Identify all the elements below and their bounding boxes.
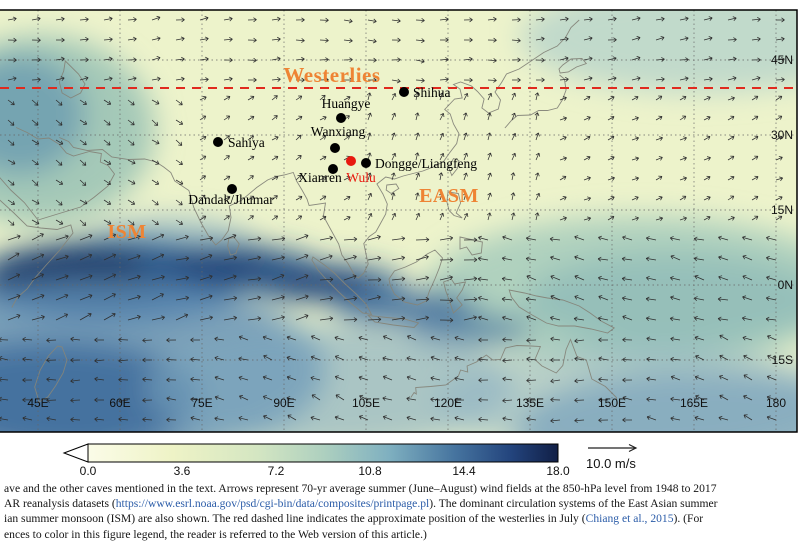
reference-vector-label: 10.0 m/s [586, 456, 636, 471]
circulation-labels: Westerlies ISM EASM [107, 63, 479, 243]
wind-arrows-layer [0, 15, 785, 424]
lon-tick-label: 120E [434, 396, 462, 410]
caption-line: ences to color in this figure legend, th… [4, 527, 796, 542]
lat-tick-label: 0N [778, 278, 793, 292]
caption-line: AR reanalysis datasets (https://www.esrl… [4, 496, 796, 511]
site-dot-dongge-liangfeng [361, 158, 371, 168]
site-dot-xianren [328, 164, 338, 174]
colorbar-tick: 14.4 [452, 464, 476, 478]
lon-tick-label: 180 [766, 396, 786, 410]
site-label-shihua: Shihua [413, 85, 451, 100]
caption-text: ave and the other caves mentioned in the… [4, 482, 717, 495]
map-frame [0, 9, 798, 433]
colorbar-tick: 7.2 [267, 464, 285, 478]
site-label-xianren: Xianren [298, 170, 342, 185]
site-label-huangye: Huangye [322, 96, 371, 111]
lat-tick-label: 45N [771, 53, 793, 67]
lat-tick-label: 15S [772, 353, 793, 367]
circulation-label-easm: EASM [419, 185, 479, 207]
caption-text: ences to color in this figure legend, th… [4, 527, 427, 541]
lon-tick-label: 60E [109, 396, 130, 410]
site-label-dongge-liangfeng: Dongge/Liangfeng [375, 156, 477, 171]
colorbar: 0.0 3.6 7.2 10.8 14.4 18.0 10.0 m/s [0, 438, 800, 480]
lon-tick-label: 150E [598, 396, 626, 410]
lat-tick-label: 30N [771, 128, 793, 142]
site-dot-shihua [399, 87, 409, 97]
colorbar-bar [87, 443, 559, 463]
lon-tick-label: 135E [516, 396, 544, 410]
site-label-dandak-jhumar: Dandak/Jhumar [188, 192, 274, 207]
site-dot-sahiya [213, 137, 223, 147]
site-dot-wulu [346, 156, 356, 166]
lon-tick-label: 90E [273, 396, 294, 410]
colorbar-gradient [62, 443, 559, 463]
reference-vector-arrow-icon [588, 443, 638, 453]
colorbar-tick: 10.8 [358, 464, 382, 478]
caption-text: ). The dominant circulation systems of t… [429, 497, 718, 511]
site-label-wulu: Wulu [346, 170, 376, 185]
caption-link[interactable]: https://www.esrl.noaa.gov/psd/cgi-bin/da… [115, 497, 430, 511]
wind-field-map: 45E 60E 75E 90E 105E 120E 135E 150E 165E 180 45N 30… [0, 9, 798, 433]
site-label-sahiya: Sahiya [228, 135, 265, 150]
caption-line: ian summer monsoon (ISM) are also shown.… [4, 511, 796, 526]
lat-tick-label: 15N [771, 203, 793, 217]
caption-text: ian summer monsoon (ISM) are also shown.… [4, 512, 586, 526]
caption-text: AR reanalysis datasets ( [4, 497, 116, 511]
caption-link[interactable]: Chiang et al., 2015 [585, 512, 674, 526]
latitude-labels: 45N 30N 15N 0N 15S [771, 53, 793, 367]
colorbar-tick: 18.0 [546, 464, 570, 478]
map-body [0, 10, 797, 432]
longitude-labels: 45E 60E 75E 90E 105E 120E 135E 150E 165E 180 [27, 396, 786, 410]
circulation-label-westerlies: Westerlies [283, 63, 380, 87]
colorbar-tick: 3.6 [173, 464, 191, 478]
colorbar-left-triangle [62, 443, 89, 463]
caption-text: ). (For [673, 512, 704, 526]
site-dot-dandak-jhumar [227, 184, 237, 194]
lon-tick-label: 45E [27, 396, 48, 410]
lon-tick-label: 75E [191, 396, 212, 410]
lon-tick-label: 165E [680, 396, 708, 410]
figure-caption: ave and the other caves mentioned in the… [4, 481, 796, 542]
site-label-wanxiang: Wanxiang [311, 124, 366, 139]
circulation-label-ism: ISM [107, 221, 146, 243]
cave-sites: Shihua Huangye Wanxiang Sahiya Dongge/Liangf… [188, 85, 477, 207]
caption-line: ave and the other caves mentioned in the… [4, 481, 796, 496]
colorbar-tick: 0.0 [79, 464, 97, 478]
lon-tick-label: 105E [352, 396, 380, 410]
site-dot-huangye [336, 113, 346, 123]
site-dot-wanxiang [330, 143, 340, 153]
